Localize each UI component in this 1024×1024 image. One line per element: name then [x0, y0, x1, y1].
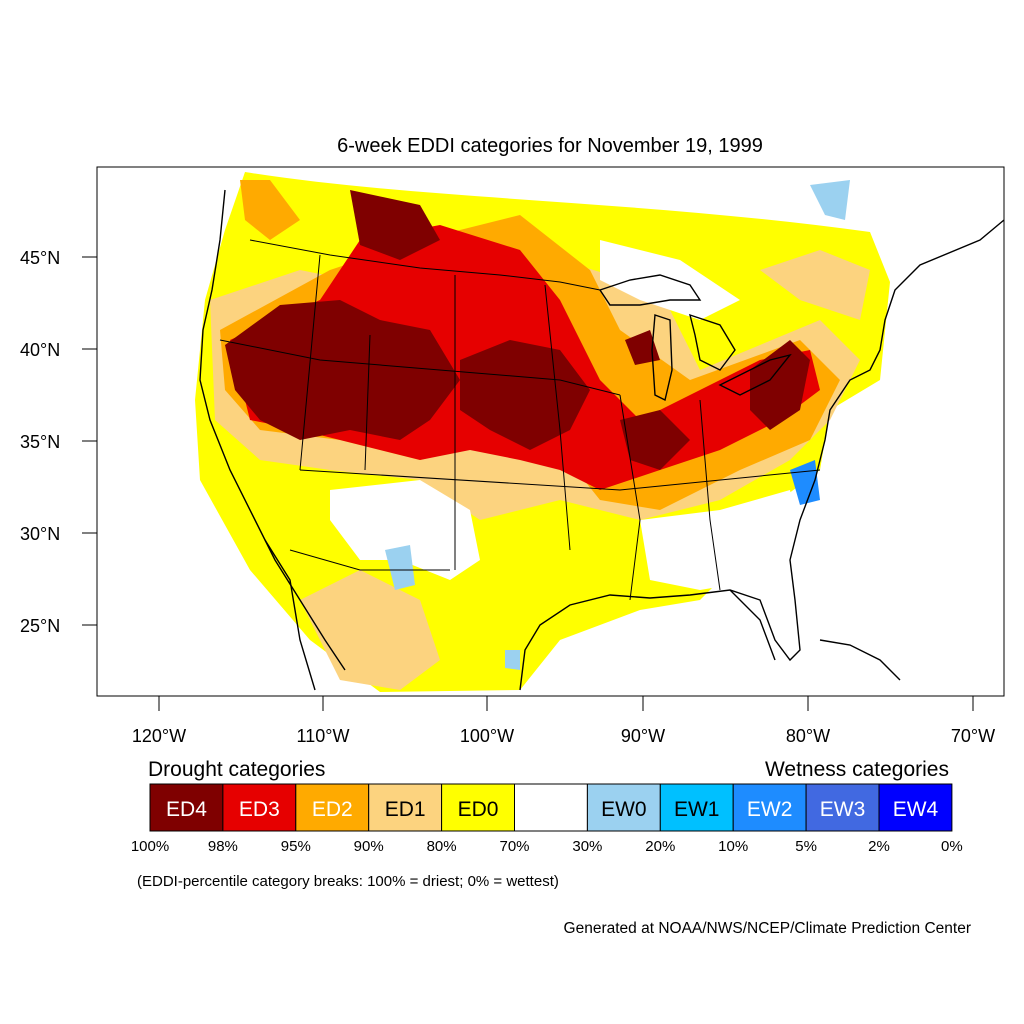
lon-label-80: 80°W	[786, 726, 830, 746]
legend-break-labels: 100% 98% 95% 90% 80% 70% 30% 20% 10% 5% 2% 0%	[131, 838, 963, 855]
legend-label-ew4: EW4	[893, 798, 939, 821]
lat-label-25: 25°N	[20, 616, 60, 636]
lat-label-40: 40°N	[20, 340, 60, 360]
legend-swatch-ew4	[878, 783, 953, 832]
legend-swatch-ew0	[586, 783, 661, 832]
legend-swatch-ed4	[149, 783, 224, 832]
ed4-region-midwest	[620, 410, 690, 470]
lake-michigan-line	[651, 314, 673, 402]
lat-label-45: 45°N	[20, 248, 60, 268]
lon-label-110: 110°W	[297, 726, 350, 746]
ed2-region-nw	[240, 180, 300, 240]
ed1-region-south	[300, 570, 440, 690]
cuba-line	[819, 639, 901, 681]
legend-label-ed4: ED4	[166, 798, 207, 821]
state-line-6	[219, 339, 621, 396]
lat-label-35: 35°N	[20, 432, 60, 452]
legend-label-ed0: ED0	[458, 798, 499, 821]
normal-region-great-lakes	[600, 240, 740, 320]
state-line-9	[699, 399, 721, 591]
state-line-7	[289, 549, 450, 571]
drought-categories-heading: Drought categories	[148, 758, 325, 781]
legend-label-ed3: ED3	[239, 798, 280, 821]
legend-label-ew0: EW0	[601, 798, 647, 821]
legend-break-label: 98%	[208, 838, 238, 855]
legend-break-label: 10%	[718, 838, 748, 855]
lake-erie-line	[718, 353, 792, 396]
lat-label-30: 30°N	[20, 524, 60, 544]
normal-region-southeast	[640, 490, 800, 590]
west-coast-line	[199, 189, 346, 671]
legend: Drought categories Wetness categories ED…	[131, 758, 963, 890]
lake-huron-line	[689, 313, 736, 371]
ew-region-southwest	[385, 545, 415, 590]
legend-swatch-normal	[514, 783, 588, 832]
legend-break-label: 100%	[131, 838, 169, 855]
map-panel: 45°N 40°N 35°N 30°N 25°N 120°W 110°W 100…	[20, 166, 1005, 746]
gulf-coast-line	[519, 219, 1004, 691]
ed4-region-plains	[460, 340, 590, 450]
legend-swatch-ew1	[659, 783, 734, 832]
lon-label-120: 120°W	[132, 726, 186, 746]
northern-border-line	[249, 239, 601, 291]
ed4-region-michigan	[625, 330, 660, 365]
lon-label-90: 90°W	[621, 726, 665, 746]
legend-break-label: 95%	[281, 838, 311, 855]
legend-swatch-ew2	[732, 783, 807, 832]
mexico-coast-line	[264, 539, 316, 691]
florida-line	[729, 589, 776, 661]
legend-break-label: 0%	[941, 838, 963, 855]
wetness-categories-heading: Wetness categories	[765, 758, 949, 781]
state-line-8	[619, 394, 641, 601]
state-line-1	[299, 254, 321, 471]
map-frame	[96, 166, 1005, 697]
legend-label-ed2: ED2	[312, 798, 353, 821]
legend-swatch-ed3	[222, 783, 297, 832]
state-line-4	[544, 284, 571, 551]
legend-label-ew1: EW1	[674, 798, 720, 821]
legend-swatch-ed0	[441, 783, 516, 832]
credit-line: Generated at NOAA/NWS/NCEP/Climate Predi…	[564, 920, 971, 937]
ed4-region-montana	[350, 190, 440, 260]
ed4-region-northwest	[225, 300, 460, 440]
boundaries	[199, 189, 1004, 691]
legend-label-ew3: EW3	[820, 798, 866, 821]
ew-region-texas	[505, 650, 520, 670]
legend-break-label: 20%	[645, 838, 675, 855]
lake-superior-line	[598, 274, 702, 306]
latitude-axis: 45°N 40°N 35°N 30°N 25°N	[20, 248, 97, 636]
state-line-5	[299, 469, 821, 491]
longitude-axis: 120°W 110°W 100°W 90°W 80°W 70°W	[132, 696, 995, 746]
legend-break-label: 5%	[795, 838, 817, 855]
legend-swatch-ed2	[295, 783, 370, 832]
legend-break-label: 2%	[868, 838, 890, 855]
legend-label-ed1: ED1	[385, 798, 426, 821]
legend-color-bar: ED4 ED3 ED2 ED1 ED0 EW0 EW1 EW2 EW3 EW4	[149, 783, 953, 832]
map-title: 6-week EDDI categories for November 19, …	[337, 135, 763, 157]
legend-break-label: 70%	[499, 838, 529, 855]
ew-region-canada	[810, 180, 850, 220]
legend-swatch-ed1	[368, 783, 443, 832]
legend-label-ew2: EW2	[747, 798, 793, 821]
lon-label-70: 70°W	[951, 726, 995, 746]
lon-label-100: 100°W	[460, 726, 514, 746]
legend-break-label: 30%	[572, 838, 602, 855]
legend-note: (EDDI-percentile category breaks: 100% =…	[137, 873, 559, 890]
legend-break-label: 80%	[427, 838, 457, 855]
ed1-region-ne	[760, 250, 870, 320]
normal-region-southwest	[330, 480, 480, 580]
state-line-2	[364, 334, 371, 471]
legend-break-label: 90%	[354, 838, 384, 855]
